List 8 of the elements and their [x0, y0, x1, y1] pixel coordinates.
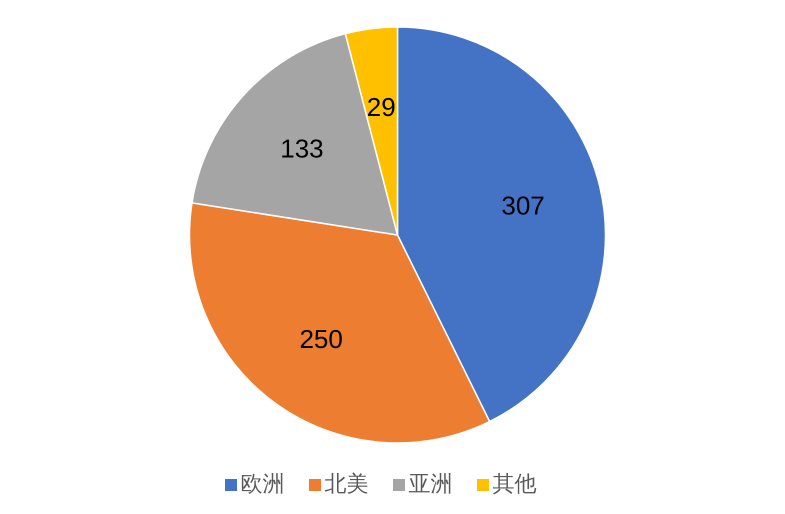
legend-label: 欧洲 [240, 472, 284, 497]
data-label: 29 [366, 92, 396, 122]
data-label: 133 [280, 133, 324, 164]
data-label: 307 [501, 190, 545, 221]
legend-label: 亚洲 [408, 472, 452, 497]
legend-label: 其他 [492, 472, 536, 497]
data-label: 250 [299, 324, 343, 354]
legend-label: 北美 [324, 472, 368, 497]
